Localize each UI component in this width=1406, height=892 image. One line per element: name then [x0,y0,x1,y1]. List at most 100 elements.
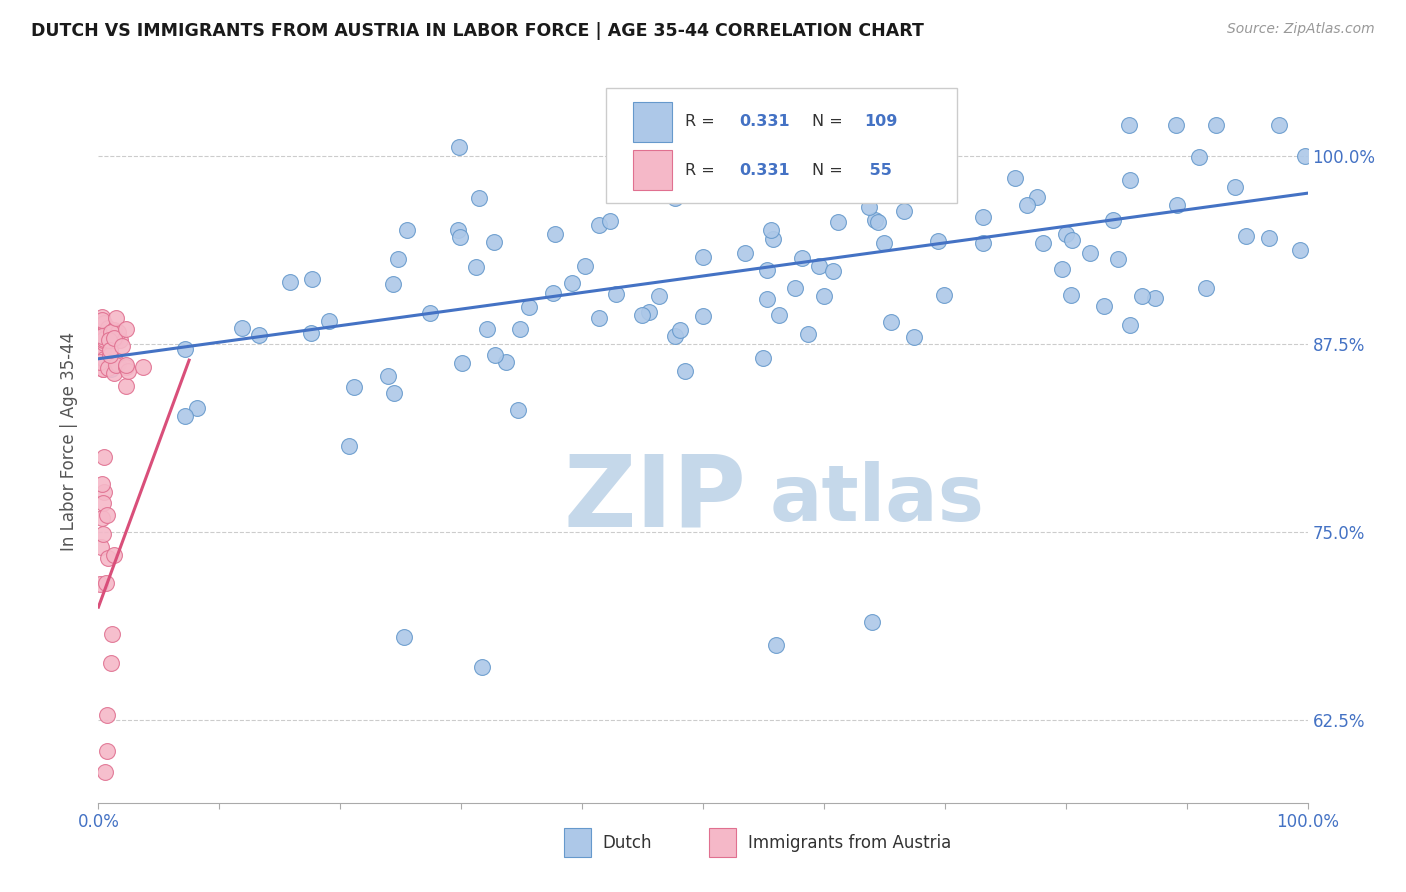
Point [91,333,114,347]
Point [475,322,498,336]
Point [664,329,686,343]
Point [115,360,138,375]
Point [768,308,790,322]
Point [482,235,505,250]
Point [1062,233,1084,247]
Point [574,259,596,273]
Point [1195,281,1218,295]
Point [903,330,925,344]
Point [762,232,785,246]
Point [1144,291,1167,305]
Point [860,615,883,630]
Point [93,485,115,500]
Point [93,316,115,330]
Point [103,548,125,562]
Point [93,336,115,351]
Text: Dutch: Dutch [603,833,652,852]
Point [103,331,125,345]
Point [115,322,138,336]
Point [392,630,415,644]
Point [1187,150,1209,164]
Point [97,334,120,348]
Point [107,325,129,339]
Bar [633,102,672,142]
Point [823,264,845,278]
Point [387,252,409,266]
Point [342,380,364,394]
Point [1054,227,1077,241]
Point [231,321,253,335]
Point [117,363,139,377]
Point [278,276,301,290]
Point [1032,235,1054,250]
Point [90,477,112,491]
Text: N =: N = [811,114,848,129]
Point [98,343,121,358]
Point [468,191,491,205]
Point [972,236,994,251]
Point [90,329,112,343]
Point [1025,190,1047,204]
Text: R =: R = [685,162,720,178]
Point [447,223,470,237]
Point [94,764,117,779]
Point [100,361,122,376]
Point [381,277,404,292]
Point [509,322,531,336]
Point [93,332,115,346]
Point [1166,119,1188,133]
Point [561,276,583,290]
Point [759,223,782,237]
Point [1078,246,1101,260]
Point [91,496,114,510]
Point [1257,231,1279,245]
Point [382,386,405,401]
Point [94,326,117,341]
Point [692,250,714,264]
Point [96,708,118,723]
Text: ZIP: ZIP [564,450,747,548]
Point [605,286,627,301]
Point [669,323,692,337]
Point [100,656,122,670]
Point [337,439,360,453]
Point [318,314,340,328]
Point [858,200,880,214]
Point [1205,119,1227,133]
Point [484,348,506,362]
Point [94,575,117,590]
Point [1130,288,1153,302]
Point [631,308,654,322]
Point [91,362,114,376]
Point [807,259,830,273]
Point [1234,228,1257,243]
Point [543,285,565,300]
Point [91,511,114,525]
Point [96,508,118,522]
Point [104,358,127,372]
Point [100,325,122,339]
Point [927,234,949,248]
Bar [564,828,591,857]
FancyBboxPatch shape [606,87,957,203]
Point [111,339,134,353]
Point [396,223,419,237]
Point [877,172,900,186]
Point [866,214,889,228]
Point [1107,252,1129,266]
Point [664,191,686,205]
Point [792,252,814,266]
Point [1004,170,1026,185]
Point [108,333,131,347]
Point [863,213,886,227]
Point [756,263,779,277]
Point [247,328,270,343]
Point [783,281,806,295]
Point [449,140,471,154]
Point [517,300,540,314]
Point [186,401,208,415]
Point [90,327,112,342]
Point [90,540,112,554]
Point [115,379,138,393]
Text: 55: 55 [863,162,891,178]
